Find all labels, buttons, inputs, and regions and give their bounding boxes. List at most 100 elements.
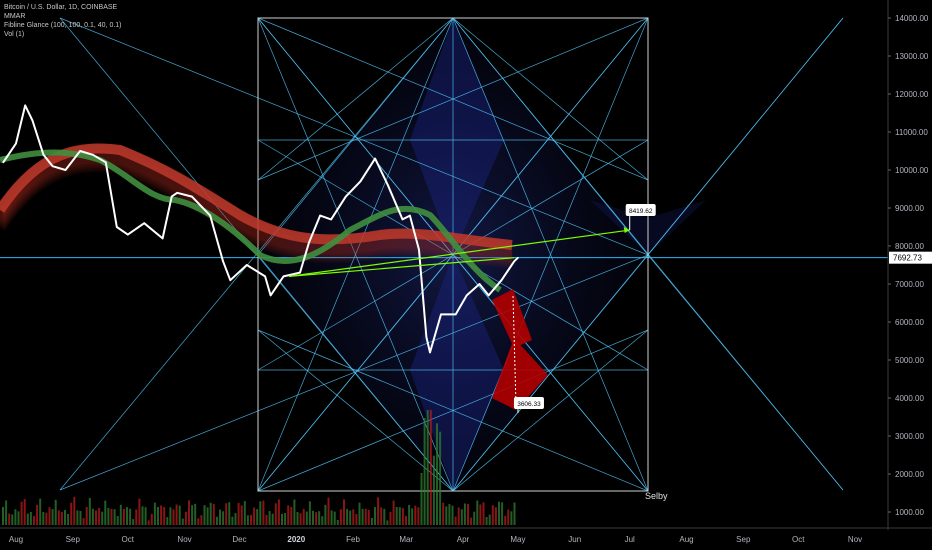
volume-bar <box>5 500 8 525</box>
volume-bar <box>51 509 54 525</box>
price-point <box>229 279 232 282</box>
volume-bar <box>420 472 423 525</box>
volume-bar <box>178 505 181 525</box>
volume-bar <box>268 511 271 525</box>
time-tick-label: May <box>510 535 525 544</box>
fib-line <box>257 17 649 181</box>
volume-bar <box>222 511 225 525</box>
price-point <box>2 161 4 164</box>
volume-bar <box>339 509 342 525</box>
volume-bar <box>188 500 190 525</box>
indicator-volume[interactable]: Vol (1) <box>4 31 25 38</box>
price-point <box>64 169 67 171</box>
volume-bar <box>436 423 438 525</box>
price-tick-label: 10000.00 <box>895 166 929 175</box>
volume-bar <box>256 509 259 525</box>
fib-line <box>257 139 649 371</box>
moving-average-ribbons <box>0 143 513 293</box>
volume-bar <box>277 499 280 525</box>
fib-line <box>257 17 454 492</box>
volume-bar <box>17 511 20 525</box>
indicator-fibline[interactable]: Fibline Glance (100, 100, 0.1, 40, 0.1) <box>4 22 122 29</box>
time-tick-label: Sep <box>66 535 81 544</box>
price-point <box>500 279 503 282</box>
volume-bar <box>101 511 104 525</box>
price-point <box>517 256 519 259</box>
annotation-value: 8419.62 <box>629 208 653 215</box>
projection-line <box>288 227 630 277</box>
volume-bar <box>23 499 26 525</box>
volume-bar <box>20 501 23 525</box>
price-tick-label: 3000.00 <box>895 432 924 441</box>
price-tick-label: 7000.00 <box>895 280 924 289</box>
volume-bar <box>126 507 128 525</box>
volume-bar <box>200 515 203 525</box>
volume-bar <box>82 518 85 525</box>
volume-bar <box>473 511 476 525</box>
price-point <box>24 104 26 107</box>
volume-bar <box>116 516 119 525</box>
volume-bar <box>147 520 150 525</box>
volume-bar <box>85 506 88 525</box>
volume-bar <box>160 505 163 525</box>
price-point <box>79 150 81 152</box>
price-point <box>143 222 146 224</box>
volume-bar <box>209 502 212 525</box>
volume-bar <box>367 509 370 525</box>
volume-bar <box>33 516 35 525</box>
volume-bar <box>439 431 442 525</box>
volume-bar <box>64 509 66 525</box>
volume-bar <box>349 510 352 525</box>
volume-bar <box>330 510 333 525</box>
price-point <box>269 294 272 297</box>
symbol-title[interactable]: Bitcoin / U.S. Dollar, 1D, COINBASE <box>4 4 118 11</box>
volume-bar <box>380 507 383 525</box>
volume-bar <box>91 508 94 525</box>
fib-line <box>257 17 454 181</box>
price-axis[interactable]: 14000.00 13000.00 12000.00 11000.00 10000.00… <box>887 0 932 530</box>
volume-bar <box>414 505 417 525</box>
volume-bar <box>510 511 513 525</box>
volume-bar <box>445 506 448 525</box>
volume-bar <box>411 508 414 525</box>
price-tick-label: 14000.00 <box>895 14 929 23</box>
price-point <box>42 154 45 156</box>
fib-line <box>452 329 649 492</box>
volume-bar <box>429 410 432 525</box>
indicator-mmar[interactable]: MMAR <box>4 13 26 20</box>
volume-bar <box>250 514 252 525</box>
price-point <box>425 336 428 339</box>
price-point <box>308 241 310 243</box>
price-point <box>344 195 347 198</box>
fib-line <box>452 17 649 492</box>
current-price-label: 7692.73 <box>893 254 922 263</box>
volume-bar <box>442 502 445 525</box>
volume-bar <box>60 511 63 525</box>
price-point <box>374 157 376 160</box>
time-axis[interactable]: Aug Sep Oct Nov Dec 2020 Feb Mar Apr May Jun Jul Aug… <box>0 527 932 544</box>
price-point <box>409 214 411 217</box>
volume-bar <box>457 507 460 525</box>
volume-bar <box>172 509 175 525</box>
volume-bar <box>240 505 243 525</box>
volume-bar <box>287 505 290 525</box>
volume-bar <box>315 512 318 525</box>
price-point <box>176 192 179 194</box>
price-point <box>246 264 248 266</box>
volume-bar <box>39 498 42 525</box>
volume-bar <box>299 513 302 525</box>
volume-bar <box>166 517 169 525</box>
volume-bar <box>485 516 488 525</box>
volume-bar <box>107 508 110 525</box>
time-tick-label: Oct <box>792 535 805 544</box>
red-projection-zone <box>492 289 548 410</box>
volume-bar <box>454 516 457 525</box>
current-price-badge <box>889 251 932 264</box>
price-point <box>104 161 107 164</box>
volume-bar <box>110 508 113 525</box>
price-point <box>440 313 442 316</box>
ma-red-ribbon <box>0 153 513 261</box>
volume-bar <box>45 512 48 525</box>
volume-bar <box>451 505 454 525</box>
